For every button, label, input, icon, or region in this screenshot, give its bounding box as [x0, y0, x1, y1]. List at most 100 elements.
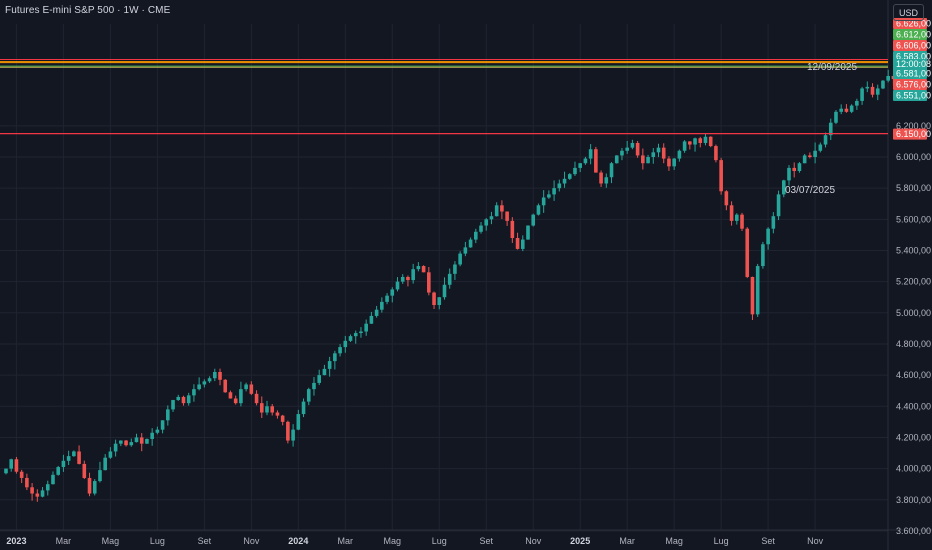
candle: [875, 84, 880, 101]
candle: [427, 266, 431, 296]
candle: [494, 202, 499, 217]
candle: [437, 297, 442, 310]
candle: [787, 165, 791, 186]
candle-body: [667, 158, 671, 167]
candle-body: [87, 477, 92, 494]
price-tag: 6.576,00: [893, 79, 931, 90]
candle: [849, 104, 854, 114]
candle: [614, 155, 619, 164]
candle-body: [56, 467, 60, 475]
candle: [25, 473, 29, 491]
time-tick-label: Mag: [102, 536, 120, 546]
candle: [526, 225, 530, 240]
candle: [567, 173, 572, 180]
candle-body: [223, 379, 228, 393]
candle: [881, 80, 885, 90]
candle-body: [573, 167, 577, 175]
candle: [77, 445, 81, 465]
candle-body: [51, 474, 55, 485]
candle-body: [651, 152, 656, 157]
candle-body: [411, 269, 415, 281]
candle-body: [609, 163, 614, 178]
candle-body: [808, 155, 812, 157]
candle: [275, 410, 280, 419]
candle-body: [724, 191, 729, 206]
time-axis[interactable]: 2023 Mar Mag Lug Set Nov 2024 Mar Mag Lug Set Nov 20…: [6, 536, 823, 546]
level-lines[interactable]: [0, 58, 888, 135]
candle-body: [536, 205, 541, 215]
candle-body: [25, 477, 29, 488]
candle-body: [380, 301, 384, 310]
candle-body: [541, 197, 546, 206]
candle-body: [228, 392, 233, 399]
candle-body: [286, 421, 290, 441]
price-tag-label: 6.583,00: [896, 52, 931, 62]
candle: [442, 277, 447, 300]
candle: [134, 433, 139, 443]
candle-body: [301, 401, 306, 415]
candle-body: [166, 409, 170, 421]
currency-button[interactable]: USD: [893, 4, 924, 21]
candle-body: [656, 147, 661, 153]
candle-body: [72, 451, 76, 457]
candle: [808, 152, 812, 159]
candle: [45, 480, 50, 496]
candle-body: [781, 180, 786, 195]
candle-body: [526, 225, 530, 240]
candle-body: [61, 460, 66, 468]
candle-body: [192, 389, 196, 396]
candle: [844, 104, 849, 113]
candle-body: [45, 484, 50, 491]
price-tick-label: 5.400,00: [896, 245, 931, 255]
time-tick-label: Mar: [56, 536, 72, 546]
candle: [447, 268, 452, 289]
candle-body: [291, 429, 295, 441]
candle-body: [604, 177, 609, 184]
candle: [364, 319, 368, 336]
time-tick-label: 2023: [6, 536, 26, 546]
candle: [9, 458, 14, 472]
candle: [374, 305, 379, 318]
candle-body: [244, 384, 248, 390]
candle: [317, 369, 321, 386]
price-axis[interactable]: 3.600,00 3.800,00 4.000,00 4.200,00 4.400,00…: [896, 121, 931, 536]
candle: [515, 232, 520, 250]
candle-body: [766, 228, 770, 245]
candle-body: [280, 415, 285, 422]
candle-body: [275, 412, 280, 416]
candle-body: [510, 220, 515, 239]
candle-body: [124, 440, 128, 446]
candle-body: [834, 111, 838, 123]
candle: [761, 241, 765, 269]
time-tick-label: Mar: [338, 536, 354, 546]
price-tick-label: 4.800,00: [896, 339, 931, 349]
price-tick-label: 5.200,00: [896, 277, 931, 287]
candle: [333, 350, 337, 370]
candle-body: [447, 273, 452, 285]
candle: [280, 414, 285, 426]
annotations[interactable]: 12/09/2025 03/07/2025: [785, 62, 857, 196]
candle: [583, 156, 588, 165]
candle-body: [463, 247, 468, 254]
candle: [641, 148, 645, 170]
candle-body: [437, 297, 442, 306]
candle-body: [453, 264, 457, 274]
candle-body: [296, 414, 301, 430]
candle-body: [317, 375, 321, 383]
candle: [823, 132, 828, 148]
price-tag-bg: [893, 40, 927, 51]
price-tags: 6.626,006.612,006.606,006.583,00 6.581,00…: [893, 18, 931, 140]
candle: [166, 405, 170, 426]
candle: [630, 139, 635, 150]
candle: [406, 275, 410, 287]
candle: [155, 426, 160, 435]
candle-body: [677, 150, 682, 159]
time-tick-label: Lug: [150, 536, 165, 546]
time-tick-label: Nov: [807, 536, 824, 546]
candle-body: [98, 470, 102, 482]
candle: [708, 136, 713, 148]
candle: [453, 261, 457, 280]
candle: [61, 454, 66, 472]
